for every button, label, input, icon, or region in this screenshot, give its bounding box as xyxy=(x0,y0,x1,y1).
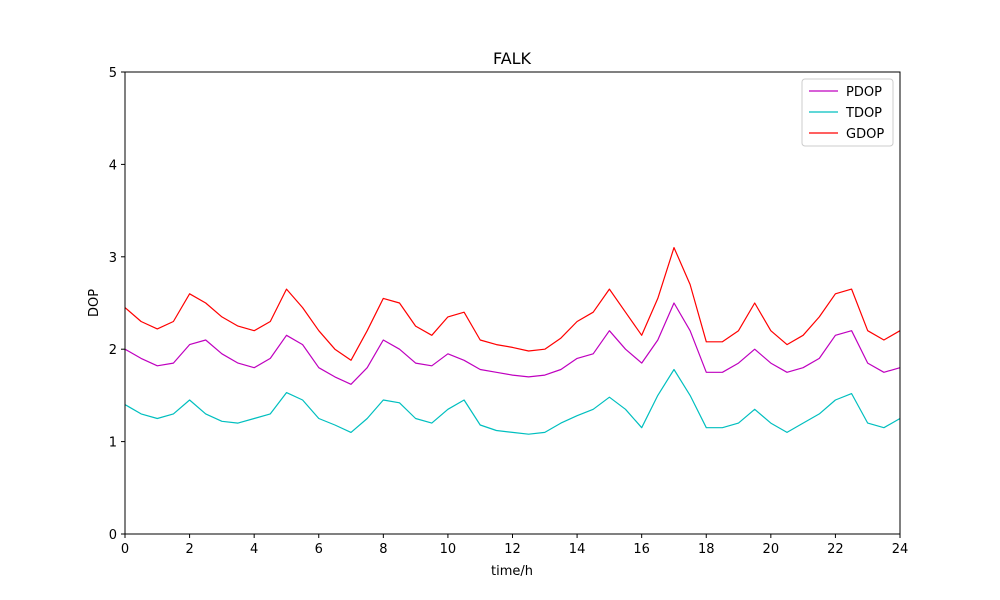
x-tick-label: 6 xyxy=(315,542,323,557)
y-axis-label: DOP xyxy=(87,289,102,317)
x-tick-label: 22 xyxy=(827,542,844,557)
y-tick-label: 4 xyxy=(109,158,117,173)
legend-label-pdop: PDOP xyxy=(846,85,882,100)
y-tick-label: 3 xyxy=(109,251,117,266)
series-line-pdop xyxy=(124,302,901,385)
x-axis: 0 2 4 6 8 10 12 14 16 18 20 22 24 xyxy=(121,534,908,557)
x-tick-label: 4 xyxy=(250,542,258,557)
series-line-gdop xyxy=(124,247,901,361)
y-tick-label: 5 xyxy=(109,66,117,81)
legend: PDOP TDOP GDOP xyxy=(801,78,894,147)
x-axis-label: time/h xyxy=(491,564,533,579)
x-tick-label: 24 xyxy=(892,542,909,557)
series-layer xyxy=(124,247,901,435)
legend-label-tdop: TDOP xyxy=(845,106,882,121)
legend-label-gdop: GDOP xyxy=(846,127,884,142)
y-tick-label: 2 xyxy=(109,343,117,358)
series-line-tdop xyxy=(124,368,901,435)
x-tick-label: 14 xyxy=(569,542,586,557)
x-tick-label: 12 xyxy=(504,542,521,557)
x-tick-label: 18 xyxy=(698,542,715,557)
y-tick-label: 1 xyxy=(109,436,117,451)
chart-title: FALK xyxy=(493,49,532,68)
x-tick-label: 2 xyxy=(185,542,193,557)
legend-box xyxy=(801,78,894,147)
y-tick-label: 0 xyxy=(109,528,117,543)
plot-frame xyxy=(124,71,901,535)
y-axis: 0 1 2 3 4 5 xyxy=(109,66,125,543)
x-tick-label: 10 xyxy=(440,542,457,557)
x-tick-label: 16 xyxy=(633,542,650,557)
x-tick-label: 20 xyxy=(763,542,780,557)
x-tick-label: 0 xyxy=(121,542,129,557)
x-tick-label: 8 xyxy=(379,542,387,557)
